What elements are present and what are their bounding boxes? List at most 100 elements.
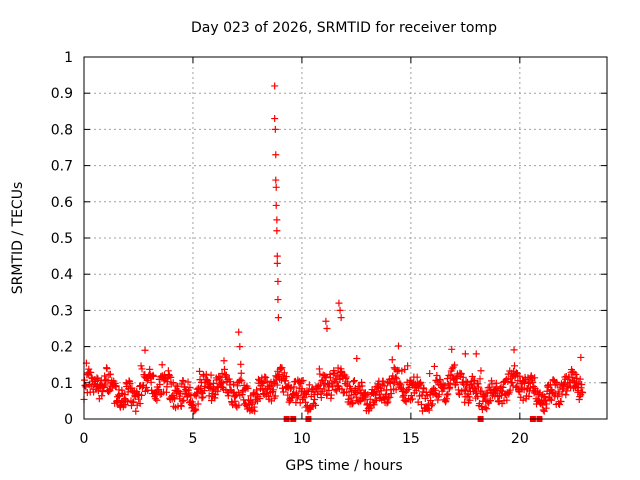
data-point bbox=[269, 386, 277, 394]
data-point bbox=[273, 216, 281, 224]
data-point bbox=[316, 370, 324, 378]
data-point bbox=[158, 361, 166, 369]
data-point bbox=[136, 400, 144, 408]
data-point bbox=[335, 299, 343, 307]
data-point bbox=[370, 401, 378, 409]
grid bbox=[84, 57, 607, 419]
data-point bbox=[475, 383, 483, 391]
data-point bbox=[271, 392, 279, 400]
data-point bbox=[446, 379, 454, 387]
data-point bbox=[543, 400, 551, 408]
data-point bbox=[392, 373, 400, 381]
y-tick-label: 1 bbox=[64, 50, 73, 66]
data-point bbox=[337, 314, 345, 322]
data-point bbox=[451, 361, 459, 369]
data-point bbox=[331, 386, 339, 394]
data-point bbox=[538, 401, 546, 409]
data-point bbox=[556, 400, 564, 408]
data-point bbox=[524, 379, 532, 387]
data-point bbox=[261, 373, 269, 381]
data-point bbox=[349, 378, 357, 386]
data-point bbox=[377, 387, 385, 395]
data-point bbox=[271, 115, 279, 123]
data-point bbox=[317, 394, 325, 402]
data-point bbox=[322, 373, 330, 381]
data-point bbox=[129, 398, 137, 406]
data-point bbox=[138, 365, 146, 373]
data-point bbox=[569, 377, 577, 385]
data-point bbox=[235, 401, 243, 409]
data-point bbox=[180, 396, 188, 404]
data-point bbox=[547, 396, 555, 404]
data-point bbox=[572, 370, 580, 378]
data-point bbox=[457, 370, 465, 378]
data-points bbox=[80, 82, 587, 422]
data-point bbox=[473, 389, 481, 397]
data-point bbox=[93, 374, 101, 382]
data-point bbox=[358, 382, 366, 390]
data-point bbox=[443, 375, 451, 383]
data-point bbox=[393, 375, 401, 383]
data-point bbox=[98, 392, 106, 400]
data-point bbox=[323, 325, 331, 332]
data-point bbox=[462, 386, 470, 394]
data-point bbox=[364, 391, 372, 399]
data-point bbox=[418, 400, 426, 408]
data-point bbox=[401, 366, 409, 374]
data-point bbox=[477, 403, 485, 411]
data-point bbox=[263, 377, 271, 385]
data-point bbox=[461, 350, 469, 358]
data-point bbox=[465, 393, 473, 401]
data-point bbox=[443, 391, 451, 399]
data-point bbox=[178, 397, 186, 405]
data-point bbox=[176, 389, 184, 397]
data-point bbox=[428, 402, 436, 410]
data-point bbox=[404, 362, 412, 370]
data-point bbox=[546, 395, 554, 403]
data-point bbox=[173, 382, 181, 390]
data-point bbox=[408, 395, 416, 403]
data-point bbox=[103, 365, 111, 373]
data-point bbox=[349, 399, 357, 407]
data-point bbox=[273, 259, 281, 267]
data-point bbox=[350, 377, 358, 385]
data-point bbox=[207, 371, 215, 379]
data-point bbox=[579, 389, 587, 397]
data-point bbox=[510, 346, 518, 354]
data-point bbox=[474, 392, 482, 400]
data-point bbox=[511, 362, 519, 370]
data-point bbox=[272, 151, 280, 159]
data-point bbox=[403, 387, 411, 395]
data-point bbox=[112, 382, 120, 390]
data-point bbox=[459, 373, 467, 381]
data-point bbox=[337, 367, 345, 375]
data-point bbox=[142, 383, 150, 391]
data-point bbox=[165, 372, 173, 380]
data-point bbox=[356, 386, 364, 394]
data-point bbox=[167, 373, 175, 381]
data-point bbox=[477, 367, 485, 375]
data-point bbox=[448, 365, 456, 373]
data-point bbox=[87, 368, 95, 376]
data-point bbox=[312, 401, 320, 409]
y-tick-label: 0.2 bbox=[51, 340, 73, 356]
data-point bbox=[244, 384, 252, 392]
data-point bbox=[278, 364, 286, 372]
y-axis-label: SRMTID / TECUs bbox=[10, 182, 26, 295]
data-point bbox=[325, 386, 333, 394]
data-point bbox=[106, 370, 114, 378]
data-point bbox=[573, 374, 581, 382]
data-point bbox=[294, 392, 302, 400]
data-point bbox=[153, 396, 161, 404]
data-point bbox=[391, 378, 399, 386]
data-point bbox=[577, 353, 585, 361]
data-point bbox=[186, 383, 194, 391]
y-tick-label: 0.1 bbox=[51, 376, 73, 392]
y-tick-label: 0.5 bbox=[51, 231, 73, 247]
data-point bbox=[238, 377, 246, 385]
data-point bbox=[399, 393, 407, 401]
data-point bbox=[274, 314, 282, 322]
data-point bbox=[326, 374, 334, 382]
data-point bbox=[413, 373, 421, 381]
